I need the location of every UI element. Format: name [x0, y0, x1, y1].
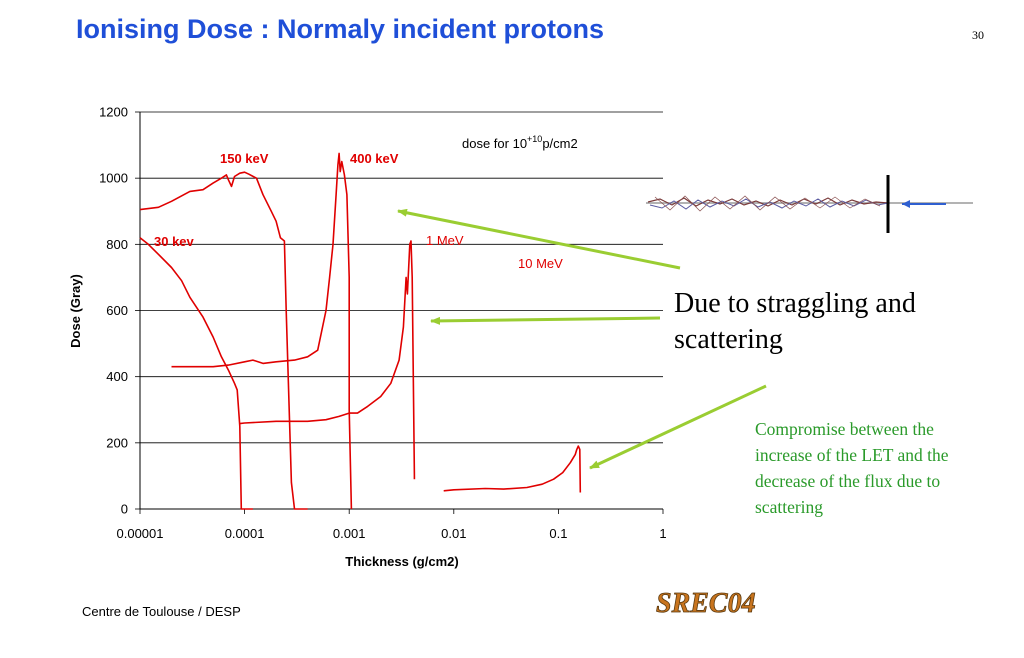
srec-logo: SREC04 — [656, 588, 756, 620]
arrow-to-150kev — [397, 208, 681, 270]
curve-label: 30 kev — [154, 234, 195, 249]
dose-curve-400-kev — [171, 152, 353, 510]
x-tick-label: 0.001 — [333, 526, 366, 541]
dose-curve-10-mev — [443, 445, 582, 493]
svg-text:SREC04: SREC04 — [656, 588, 756, 619]
compromise-callout: Compromise between the increase of the L… — [755, 419, 949, 517]
x-tick-label: 0.01 — [441, 526, 466, 541]
x-tick-label: 0.1 — [549, 526, 567, 541]
axes — [135, 111, 664, 514]
dose-curve-150-kev — [139, 171, 308, 510]
dose-curve-30-kev — [139, 237, 253, 510]
y-tick-label: 1200 — [99, 105, 128, 120]
tick-labels: 0 200 400 600 800 1000 1200 0.00001 0.0001 0.001 0… — [99, 105, 667, 542]
straggling-callout: Due to straggling and scattering — [674, 288, 916, 355]
y-tick-label: 600 — [106, 303, 128, 318]
page-number: 30 — [972, 28, 984, 42]
arrow-to-1mev — [430, 316, 661, 325]
y-tick-label: 400 — [106, 369, 128, 384]
x-tick-label: 1 — [659, 526, 666, 541]
grid-lines — [140, 111, 663, 444]
proton-track-illustration — [646, 175, 973, 233]
x-tick-label: 0.0001 — [225, 526, 265, 541]
y-tick-label: 0 — [121, 502, 128, 517]
curve-label: 10 MeV — [518, 256, 563, 271]
y-tick-label: 1000 — [99, 171, 128, 186]
x-tick-label: 0.00001 — [117, 526, 164, 541]
x-axis-title: Thickness (g/cm2) — [345, 554, 458, 569]
dose-curve-1-mev — [239, 240, 416, 480]
y-axis-title: Dose (Gray) — [68, 274, 83, 348]
y-tick-label: 200 — [106, 435, 128, 450]
curve-labels: 30 kev 150 keV 400 keV 1 MeV 10 MeV — [154, 151, 563, 271]
slide-title: Ionising Dose : Normaly incident protons — [76, 14, 605, 44]
arrow-to-10mev — [589, 384, 767, 470]
dose-annotation: dose for 10+10p/cm2 — [462, 134, 578, 151]
curve-label: 400 keV — [350, 151, 399, 166]
curve-label: 1 MeV — [426, 233, 464, 248]
callout-arrows — [397, 208, 767, 470]
dose-curves — [139, 152, 582, 510]
curve-label: 150 keV — [220, 151, 269, 166]
y-tick-label: 800 — [106, 237, 128, 252]
footer-text: Centre de Toulouse / DESP — [82, 604, 241, 619]
